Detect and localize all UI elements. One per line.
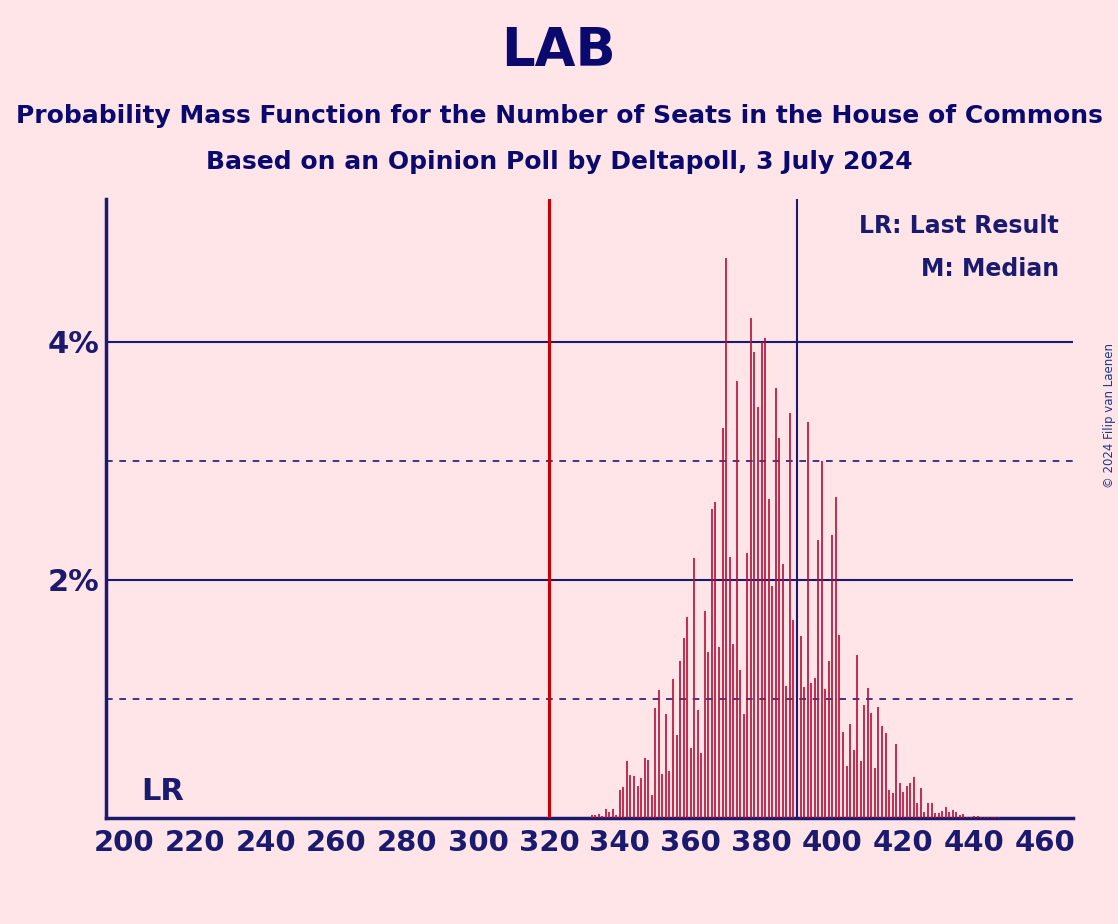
Text: © 2024 Filip van Laenen: © 2024 Filip van Laenen [1102, 344, 1116, 488]
Text: Probability Mass Function for the Number of Seats in the House of Commons: Probability Mass Function for the Number… [16, 103, 1102, 128]
Text: Based on an Opinion Poll by Deltapoll, 3 July 2024: Based on an Opinion Poll by Deltapoll, 3… [206, 150, 912, 174]
Text: M: Median: M: Median [920, 258, 1059, 282]
Text: LR: LR [142, 777, 184, 806]
Text: LR: Last Result: LR: Last Result [859, 214, 1059, 238]
Text: LAB: LAB [502, 25, 616, 77]
